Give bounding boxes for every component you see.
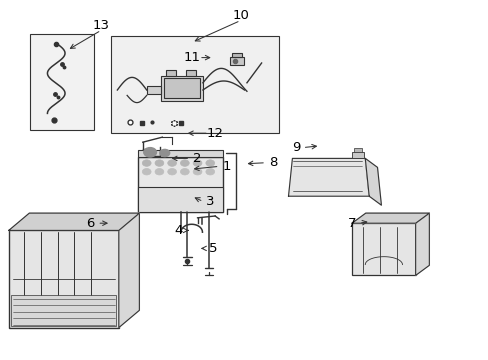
- Text: 12: 12: [206, 127, 223, 140]
- Circle shape: [205, 160, 214, 166]
- Bar: [353, 148, 362, 152]
- Circle shape: [180, 160, 189, 166]
- Polygon shape: [351, 213, 428, 223]
- Circle shape: [193, 160, 202, 166]
- Circle shape: [142, 160, 151, 166]
- Bar: [166, 70, 176, 76]
- Circle shape: [167, 168, 176, 175]
- Polygon shape: [119, 213, 139, 328]
- Polygon shape: [288, 158, 368, 196]
- Polygon shape: [9, 213, 139, 230]
- Text: 8: 8: [268, 156, 277, 169]
- Circle shape: [193, 168, 202, 175]
- Circle shape: [160, 149, 169, 157]
- Text: 2: 2: [192, 152, 201, 165]
- Circle shape: [167, 160, 176, 166]
- Circle shape: [155, 168, 163, 175]
- Circle shape: [180, 168, 189, 175]
- Polygon shape: [365, 158, 381, 205]
- Bar: [229, 57, 244, 65]
- Circle shape: [143, 148, 156, 157]
- Text: 10: 10: [232, 9, 248, 22]
- Bar: [30, 34, 94, 130]
- Polygon shape: [415, 213, 428, 275]
- Circle shape: [142, 168, 151, 175]
- Bar: [111, 36, 278, 133]
- Bar: [9, 230, 119, 328]
- Bar: [164, 78, 200, 98]
- Bar: [138, 150, 223, 157]
- Bar: [351, 223, 415, 275]
- Text: 1: 1: [222, 160, 230, 173]
- Text: 3: 3: [205, 195, 214, 208]
- Text: 4: 4: [174, 224, 183, 237]
- Text: 6: 6: [86, 217, 95, 230]
- Bar: [351, 152, 364, 158]
- Bar: [161, 76, 203, 101]
- Text: 13: 13: [93, 19, 109, 32]
- Text: 9: 9: [291, 141, 300, 154]
- Circle shape: [205, 168, 214, 175]
- Text: 11: 11: [183, 51, 200, 64]
- Text: 7: 7: [347, 217, 356, 230]
- Bar: [185, 70, 195, 76]
- Bar: [146, 86, 161, 94]
- Bar: [138, 187, 223, 212]
- Bar: [11, 295, 116, 326]
- Text: 5: 5: [208, 242, 217, 255]
- Circle shape: [155, 160, 163, 166]
- Bar: [232, 53, 242, 57]
- Bar: [138, 157, 223, 212]
